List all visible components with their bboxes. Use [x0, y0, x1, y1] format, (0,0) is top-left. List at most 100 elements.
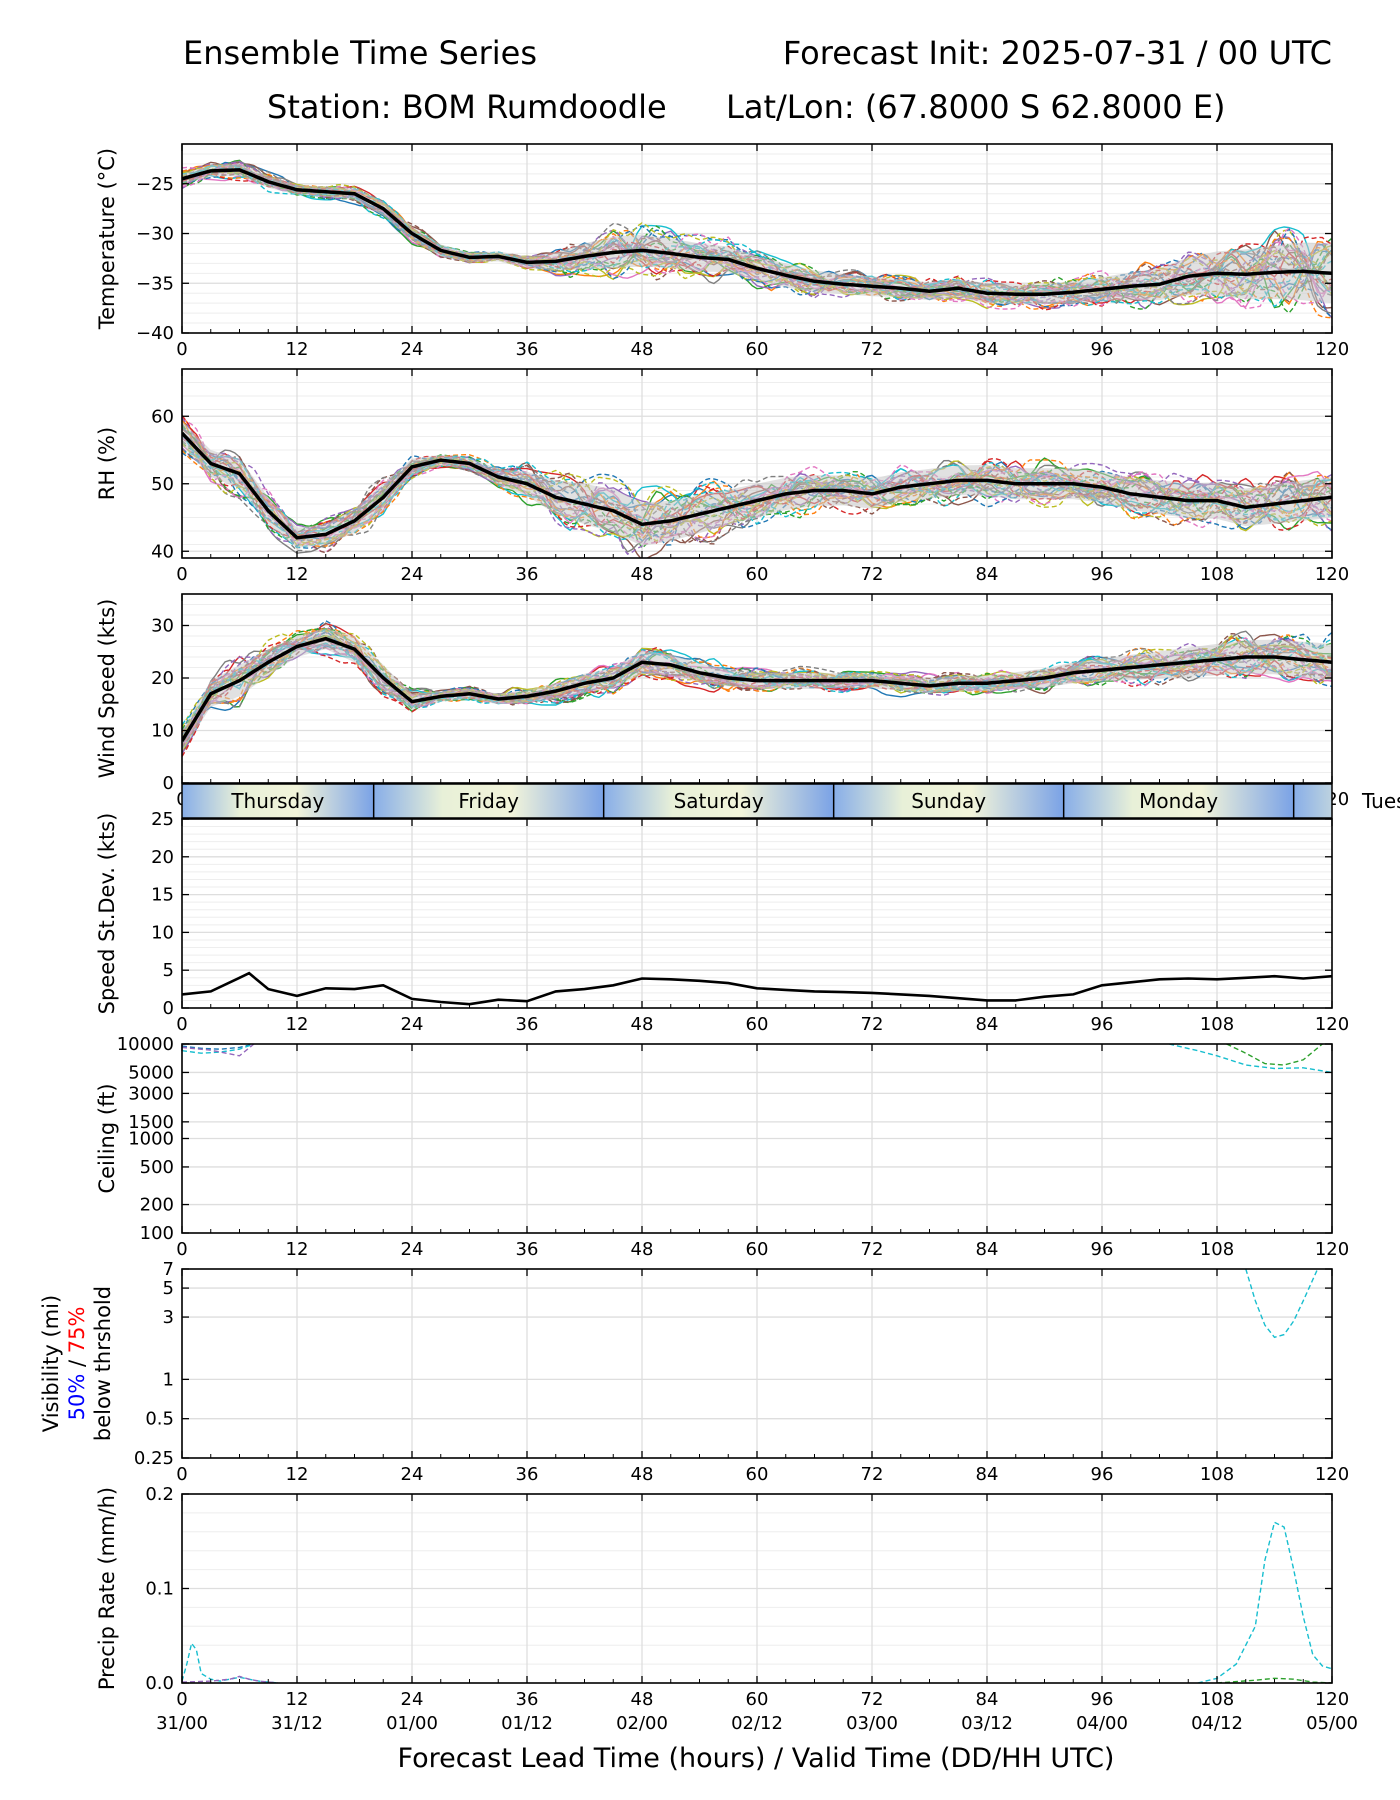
member-line [182, 630, 1332, 736]
x-tick-label: 84 [976, 1464, 999, 1485]
x-tick-label: 12 [286, 1239, 309, 1260]
panel-relative_humidity: 0 12 24 36 48 60 72 84 96 108 120 40 50 60 RH (%) [95, 368, 1349, 585]
y-ticks: 0 5 10 15 20 25 [151, 809, 1332, 1019]
y-tick-label: 5 [163, 960, 174, 981]
plot-area [182, 971, 1332, 1006]
x-tick-label: 60 [746, 339, 769, 360]
x-tick-label: 36 [516, 1014, 539, 1035]
y-axis-label-2: below thrshold [91, 1286, 115, 1441]
y-tick-label: 40 [151, 541, 174, 562]
grid [181, 1268, 1333, 1459]
x-tick-label: 0 [176, 1014, 187, 1035]
threshold-50-label: 50% [65, 1374, 89, 1421]
day-label: Thursday [230, 789, 324, 813]
y-tick-label: 1500 [128, 1112, 174, 1133]
x-tick-label: 108 [1200, 1014, 1234, 1035]
member-line [1197, 1521, 1332, 1683]
day-segment [182, 784, 374, 818]
x-tick-label: 120 [1315, 339, 1349, 360]
x-tick-label: 84 [976, 564, 999, 585]
x-tick-label: 108 [1200, 1689, 1234, 1710]
grid [181, 143, 1333, 334]
y-tick-label: 20 [151, 668, 174, 689]
x-ticks: 0 12 24 36 48 60 72 84 96 108 120 31/00 31/12 01/00 01… [156, 1494, 1358, 1734]
y-tick-label: 100 [140, 1223, 174, 1244]
x-tick-label: 24 [401, 1689, 424, 1710]
y-tick-label: 20 [151, 847, 174, 868]
x-tick-label: 96 [1091, 1464, 1114, 1485]
day-segment [603, 784, 834, 818]
x-tick-label: 60 [746, 564, 769, 585]
x-tick-label: 96 [1091, 1014, 1114, 1035]
day-label: Friday [458, 789, 519, 813]
valid-time-label: 01/00 [386, 1713, 438, 1734]
ensemble-mean-line [182, 168, 1332, 296]
x-tick-label: 48 [631, 1239, 654, 1260]
member-line [182, 440, 1332, 549]
member-line [182, 1044, 255, 1057]
y-tick-label: −25 [136, 174, 174, 195]
day-label: Saturday [674, 789, 764, 813]
y-tick-label: 0.1 [145, 1579, 174, 1600]
x-tick-label: 24 [401, 339, 424, 360]
y-tick-label: 5000 [128, 1062, 174, 1083]
day-label: Sunday [911, 789, 986, 813]
y-tick-label: −30 [136, 224, 174, 245]
member-line [182, 1675, 278, 1683]
y-tick-label: 0.25 [134, 1448, 174, 1469]
x-tick-label: 84 [976, 1689, 999, 1710]
y-tick-label: 0.2 [145, 1484, 174, 1505]
x-tick-label: 108 [1200, 339, 1234, 360]
member-line [182, 1044, 255, 1050]
threshold-separator: / [65, 1353, 89, 1373]
day-label: Monday [1139, 789, 1218, 813]
valid-time-label: 03/00 [846, 1713, 898, 1734]
y-tick-label: 3 [163, 1307, 174, 1328]
member-line [182, 164, 1332, 308]
y-tick-label: 0 [163, 998, 174, 1019]
y-ticks: 40 50 60 [151, 406, 1332, 562]
day-segment [1293, 784, 1332, 818]
x-tick-label: 36 [516, 1689, 539, 1710]
day-label: Tues [1361, 789, 1400, 813]
y-axis-label: Wind Speed (kts) [95, 599, 119, 779]
valid-time-label: 05/00 [1306, 1713, 1358, 1734]
x-tick-label: 108 [1200, 1239, 1234, 1260]
y-tick-label: 0 [163, 773, 174, 794]
day-segment [1063, 784, 1294, 818]
y-tick-label: 0.0 [145, 1673, 174, 1694]
panel-temperature: 0 12 24 36 48 60 72 84 96 108 120 −40 −35 −30 −25 Tempe… [95, 143, 1349, 360]
threshold-label: 50% / 75% [65, 1307, 89, 1421]
member-line [1168, 1044, 1332, 1074]
x-tick-label: 96 [1091, 564, 1114, 585]
x-tick-label: 84 [976, 1239, 999, 1260]
title-forecast-init: Forecast Init: 2025-07-31 / 00 UTC [783, 34, 1332, 72]
x-tick-label: 72 [861, 564, 884, 585]
valid-time-label: 02/00 [616, 1713, 668, 1734]
stdev-line [182, 971, 1332, 1006]
title-station: Station: BOM Rumdoodle [267, 88, 667, 126]
valid-time-label: 31/00 [156, 1713, 208, 1734]
x-tick-label: 120 [1315, 1239, 1349, 1260]
title-latlon: Lat/Lon: (67.8000 S 62.8000 E) [726, 88, 1226, 126]
x-tick-label: 0 [176, 1464, 187, 1485]
valid-time-label: 02/12 [731, 1713, 783, 1734]
x-tick-label: 36 [516, 339, 539, 360]
x-tick-label: 24 [401, 1239, 424, 1260]
member-line [182, 1641, 278, 1683]
x-tick-label: 0 [176, 1239, 187, 1260]
y-ticks: 0 10 20 30 [151, 616, 1332, 794]
y-tick-label: 15 [151, 885, 174, 906]
x-tick-label: 120 [1315, 1014, 1349, 1035]
y-tick-label: 0.5 [145, 1409, 174, 1430]
member-line [182, 1044, 255, 1054]
x-tick-label: 108 [1200, 564, 1234, 585]
y-axis-label: Precip Rate (mm/h) [95, 1487, 119, 1690]
panel-ceiling: 0 12 24 36 48 60 72 84 96 108 120 100 200 500 10001500… [95, 1034, 1349, 1260]
title-left: Ensemble Time Series [183, 34, 537, 72]
x-tick-label: 96 [1091, 1239, 1114, 1260]
